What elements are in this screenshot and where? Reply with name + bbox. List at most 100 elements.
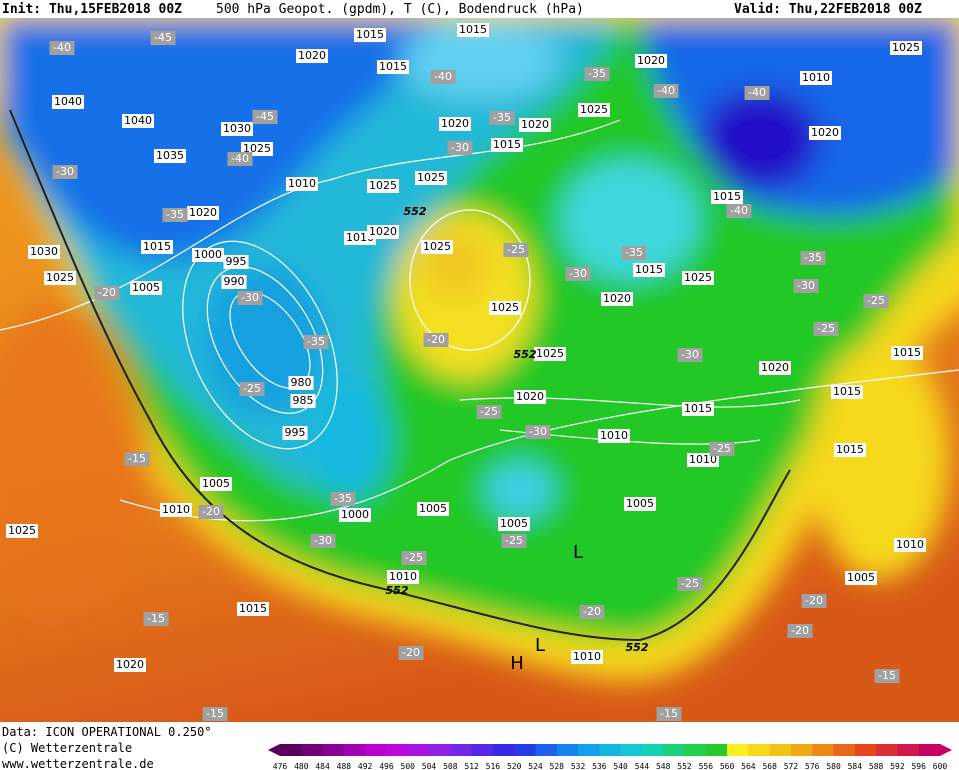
temperature-label-box [793, 279, 819, 293]
pressure-label: 1040 [54, 95, 82, 108]
pressure-label: 1015 [143, 240, 171, 253]
init-time: Init: Thu,15FEB2018 00Z [2, 2, 182, 17]
pressure-label: 1020 [298, 49, 326, 62]
colorbar-swatch [343, 744, 366, 756]
pressure-label-box [223, 255, 249, 269]
temperature-label: -25 [243, 382, 261, 395]
temperature-label-box [621, 246, 647, 260]
pressure-label: 1020 [603, 292, 631, 305]
colorbar-tick-label: 492 [358, 762, 373, 770]
colorbar-tick-label: 532 [571, 762, 586, 770]
colorbar-tick-label: 536 [592, 762, 607, 770]
pressure-label-box [598, 429, 630, 443]
temperature-label: -15 [206, 707, 224, 720]
pressure-label: 1000 [194, 248, 222, 261]
pressure-label: 1015 [684, 402, 712, 415]
temperature-label-box [227, 152, 253, 166]
temperature-label: -30 [314, 534, 332, 547]
pressure-label: 1030 [30, 245, 58, 258]
pressure-label-box [687, 453, 719, 467]
pressure-center-label: L [535, 635, 545, 656]
pressure-label: 1025 [8, 524, 36, 537]
colorbar-tick-label: 500 [401, 762, 416, 770]
temperature-label: -35 [166, 208, 184, 221]
temperature-label: -20 [583, 605, 601, 618]
temperature-label: -40 [657, 84, 675, 97]
pressure-label: 1025 [46, 271, 74, 284]
colorbar-tick-label: 564 [741, 762, 756, 770]
temperature-label-box [447, 141, 473, 155]
pressure-label: 985 [293, 394, 314, 407]
pressure-label-box [800, 71, 832, 85]
temperature-label: -35 [588, 67, 606, 80]
pressure-label: 1000 [341, 508, 369, 521]
temperature-label-box [503, 243, 529, 257]
pressure-label-box [635, 54, 667, 68]
temperature-label-box [584, 67, 610, 81]
colorbar-tick-label: 556 [699, 762, 714, 770]
pressure-label: 1020 [521, 118, 549, 131]
temperature-label: -25 [405, 551, 423, 564]
pressure-label-box [682, 402, 714, 416]
colorbar-tick-label: 484 [315, 762, 330, 770]
pressure-label: 1015 [836, 443, 864, 456]
pressure-label: 1005 [202, 477, 230, 490]
geopotential-label: 552 [514, 348, 537, 361]
temperature-label-box [565, 267, 591, 281]
pressure-label-box [421, 240, 453, 254]
colorbar: 476 480 484 488 492 496 500 504 508 512 516 520 524 5… [268, 744, 952, 770]
pressure-label-box [130, 281, 162, 295]
pressure-center-label: L [573, 542, 583, 563]
temperature-label-box [874, 669, 900, 683]
pressure-label: 1010 [802, 71, 830, 84]
colorbar-swatch [918, 744, 941, 756]
colorbar-swatch [663, 744, 686, 756]
pressure-label-box [221, 122, 253, 136]
colorbar-tick-label: 548 [656, 762, 671, 770]
temperature-label: -30 [797, 279, 815, 292]
temperature-label: -15 [660, 707, 678, 720]
pressure-label: 1040 [124, 114, 152, 127]
pressure-label: 1020 [811, 126, 839, 139]
pressure-label: 1010 [573, 650, 601, 663]
temperature-label: -20 [98, 286, 116, 299]
pressure-label-box [377, 60, 409, 74]
pressure-label-box [491, 138, 523, 152]
pressure-label: 1020 [369, 225, 397, 238]
pressure-label-box [192, 248, 224, 262]
temperature-label-box [726, 204, 752, 218]
pressure-label-box [457, 23, 489, 37]
colorbar-swatch [599, 744, 622, 756]
temperature-label-box [303, 335, 329, 349]
pressure-label-box [114, 658, 146, 672]
temperature-label-box [398, 646, 424, 660]
temperature-label-box [677, 348, 703, 362]
temperature-label-box [656, 707, 682, 721]
colorbar-tick-label: 512 [464, 762, 479, 770]
temperature-label-box [49, 41, 75, 55]
colorbar-swatch [514, 744, 536, 756]
pressure-label: 1015 [635, 263, 663, 276]
temperature-label-box [239, 382, 265, 396]
temperature-label-box [124, 452, 150, 466]
colorbar-tick-label: 592 [890, 762, 905, 770]
pressure-label-box [290, 394, 316, 408]
temperature-label: -40 [748, 86, 766, 99]
pressure-label-box [894, 538, 926, 552]
temperature-label: -30 [241, 291, 259, 304]
colorbar-tick-label: 580 [826, 762, 841, 770]
temperature-label: -40 [231, 152, 249, 165]
temperature-label: -30 [529, 425, 547, 438]
pressure-label-box [154, 149, 186, 163]
temperature-label-box [202, 707, 228, 721]
pressure-label-box [759, 361, 791, 375]
temperature-label-box [501, 534, 527, 548]
pressure-label: 1010 [689, 453, 717, 466]
pressure-label-box [286, 177, 318, 191]
pressure-label: 1020 [116, 658, 144, 671]
colorbar-swatch [450, 744, 473, 756]
temperature-label-box [709, 442, 735, 456]
temperature-label: -45 [154, 31, 172, 44]
colorbar-swatch [429, 744, 451, 756]
colorbar-arrow-high [940, 744, 952, 756]
